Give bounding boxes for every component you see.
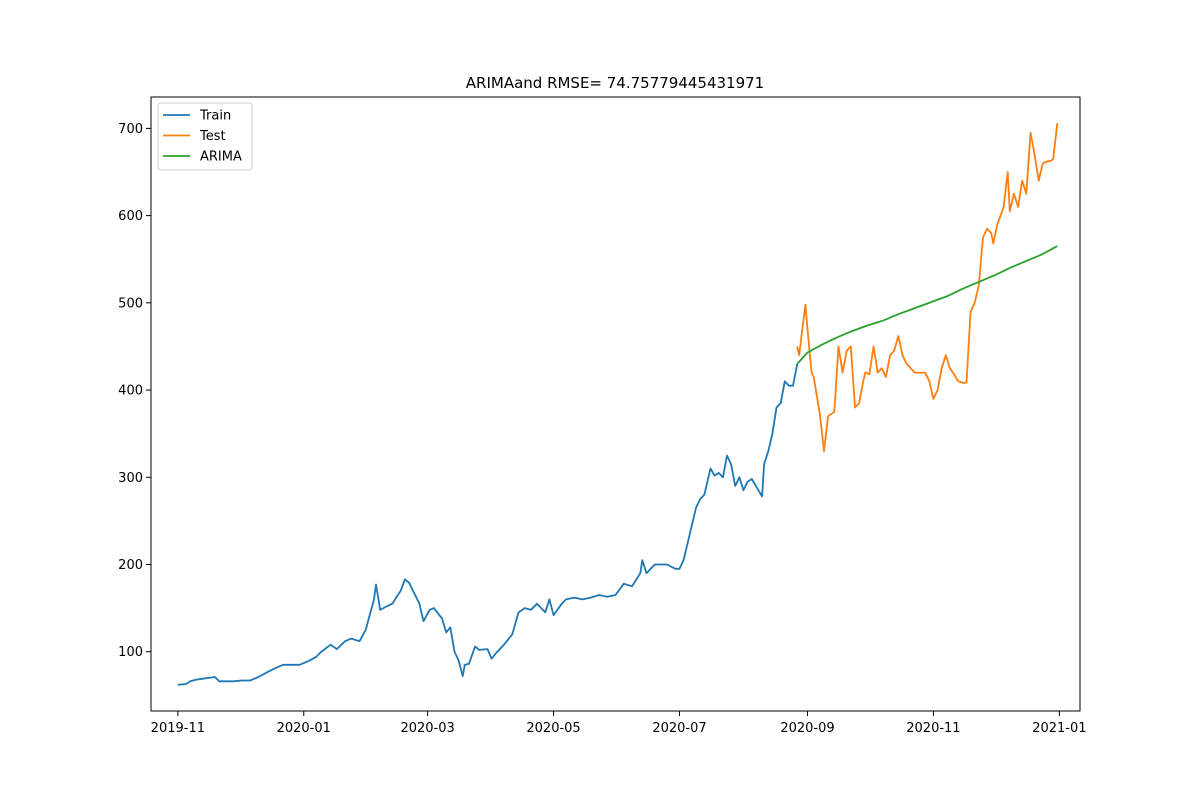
plot-frame xyxy=(150,96,1081,712)
y-tick-label: 200 xyxy=(118,558,143,573)
x-tick-label: 2019-11 xyxy=(151,721,205,736)
x-tick-label: 2020-09 xyxy=(780,721,834,736)
series-layer xyxy=(177,123,1059,686)
y-tick-label: 400 xyxy=(118,384,143,399)
legend-label-arima: ARIMA xyxy=(200,150,242,165)
y-axis: 100 200 300 400 500 600 700 xyxy=(118,122,151,660)
legend-label-train: Train xyxy=(199,109,231,124)
legend-label-test: Test xyxy=(199,129,226,144)
y-tick-label: 700 xyxy=(118,122,143,137)
x-tick-label: 2020-11 xyxy=(906,721,960,736)
x-tick-label: 2020-07 xyxy=(652,721,706,736)
x-tick-label: 2020-03 xyxy=(400,721,454,736)
x-tick-label: 2020-05 xyxy=(526,721,580,736)
series-line-arima xyxy=(796,245,1058,365)
y-tick-label: 500 xyxy=(118,296,143,311)
y-tick-label: 600 xyxy=(118,209,143,224)
chart-title: ARIMAand RMSE= 74.75779445431971 xyxy=(466,74,764,92)
series-line-test xyxy=(796,123,1059,453)
y-tick-label: 300 xyxy=(118,471,143,486)
y-tick-label: 100 xyxy=(118,645,143,660)
legend: Train Test ARIMA xyxy=(157,102,253,171)
legend-box xyxy=(157,102,253,171)
x-tick-label: 2021-01 xyxy=(1032,721,1086,736)
x-tick-label: 2020-01 xyxy=(277,721,331,736)
x-axis: 2019-11 2020-01 2020-03 2020-05 2020-07 2020-… xyxy=(151,711,1087,736)
series-line-train xyxy=(177,363,799,686)
